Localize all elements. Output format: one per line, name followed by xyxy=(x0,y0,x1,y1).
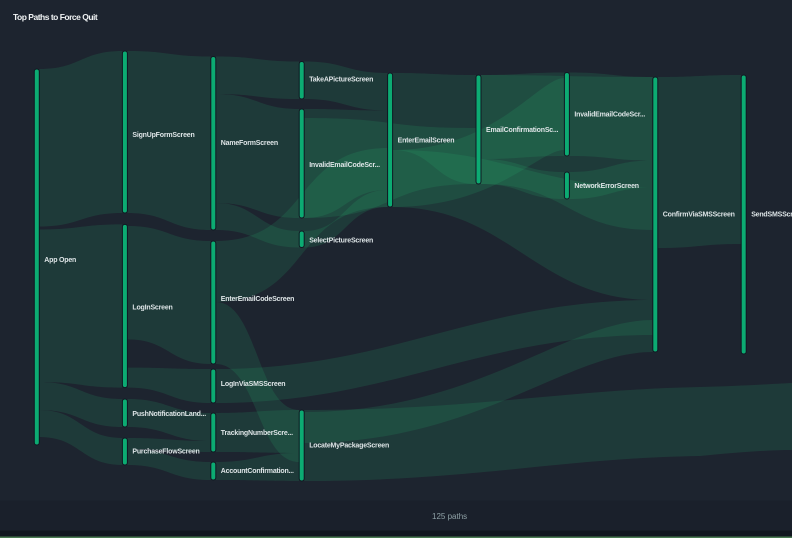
svg-text:EnterEmailScreen: EnterEmailScreen xyxy=(398,138,455,145)
svg-text:SignUpFormScreen: SignUpFormScreen xyxy=(132,132,194,139)
svg-text:InvalidEmailCodeScr...: InvalidEmailCodeScr... xyxy=(574,112,645,119)
svg-text:PushNotificationLand...: PushNotificationLand... xyxy=(132,411,206,418)
svg-text:InvalidEmailCodeScr...: InvalidEmailCodeScr... xyxy=(309,162,380,169)
svg-text:TakeAPictureScreen: TakeAPictureScreen xyxy=(309,77,373,84)
svg-text:SelectPictureScreen: SelectPictureScreen xyxy=(309,238,373,245)
svg-text:ConfirmViaSMSScreen: ConfirmViaSMSScreen xyxy=(663,212,735,219)
svg-text:Top Paths to Force Quit: Top Paths to Force Quit xyxy=(13,12,98,22)
svg-text:App Open: App Open xyxy=(44,257,76,264)
svg-text:AccountConfirmation...: AccountConfirmation... xyxy=(221,468,294,475)
svg-text:LogInScreen: LogInScreen xyxy=(132,305,172,312)
svg-text:SendSMSScreen: SendSMSScreen xyxy=(751,212,792,219)
svg-text:PurchaseFlowScreen: PurchaseFlowScreen xyxy=(132,449,199,456)
svg-text:TrackingNumberScre...: TrackingNumberScre... xyxy=(221,430,293,437)
svg-text:EmailConfirmationSc...: EmailConfirmationSc... xyxy=(486,127,558,134)
svg-text:NetworkErrorScreen: NetworkErrorScreen xyxy=(574,183,638,190)
svg-text:LocateMyPackageScreen: LocateMyPackageScreen xyxy=(309,443,389,450)
svg-text:125 paths: 125 paths xyxy=(432,512,467,521)
svg-text:LogInViaSMSScreen: LogInViaSMSScreen xyxy=(221,381,286,388)
svg-text:NameFormScreen: NameFormScreen xyxy=(221,140,278,147)
svg-text:EnterEmailCodeScreen: EnterEmailCodeScreen xyxy=(221,296,294,303)
